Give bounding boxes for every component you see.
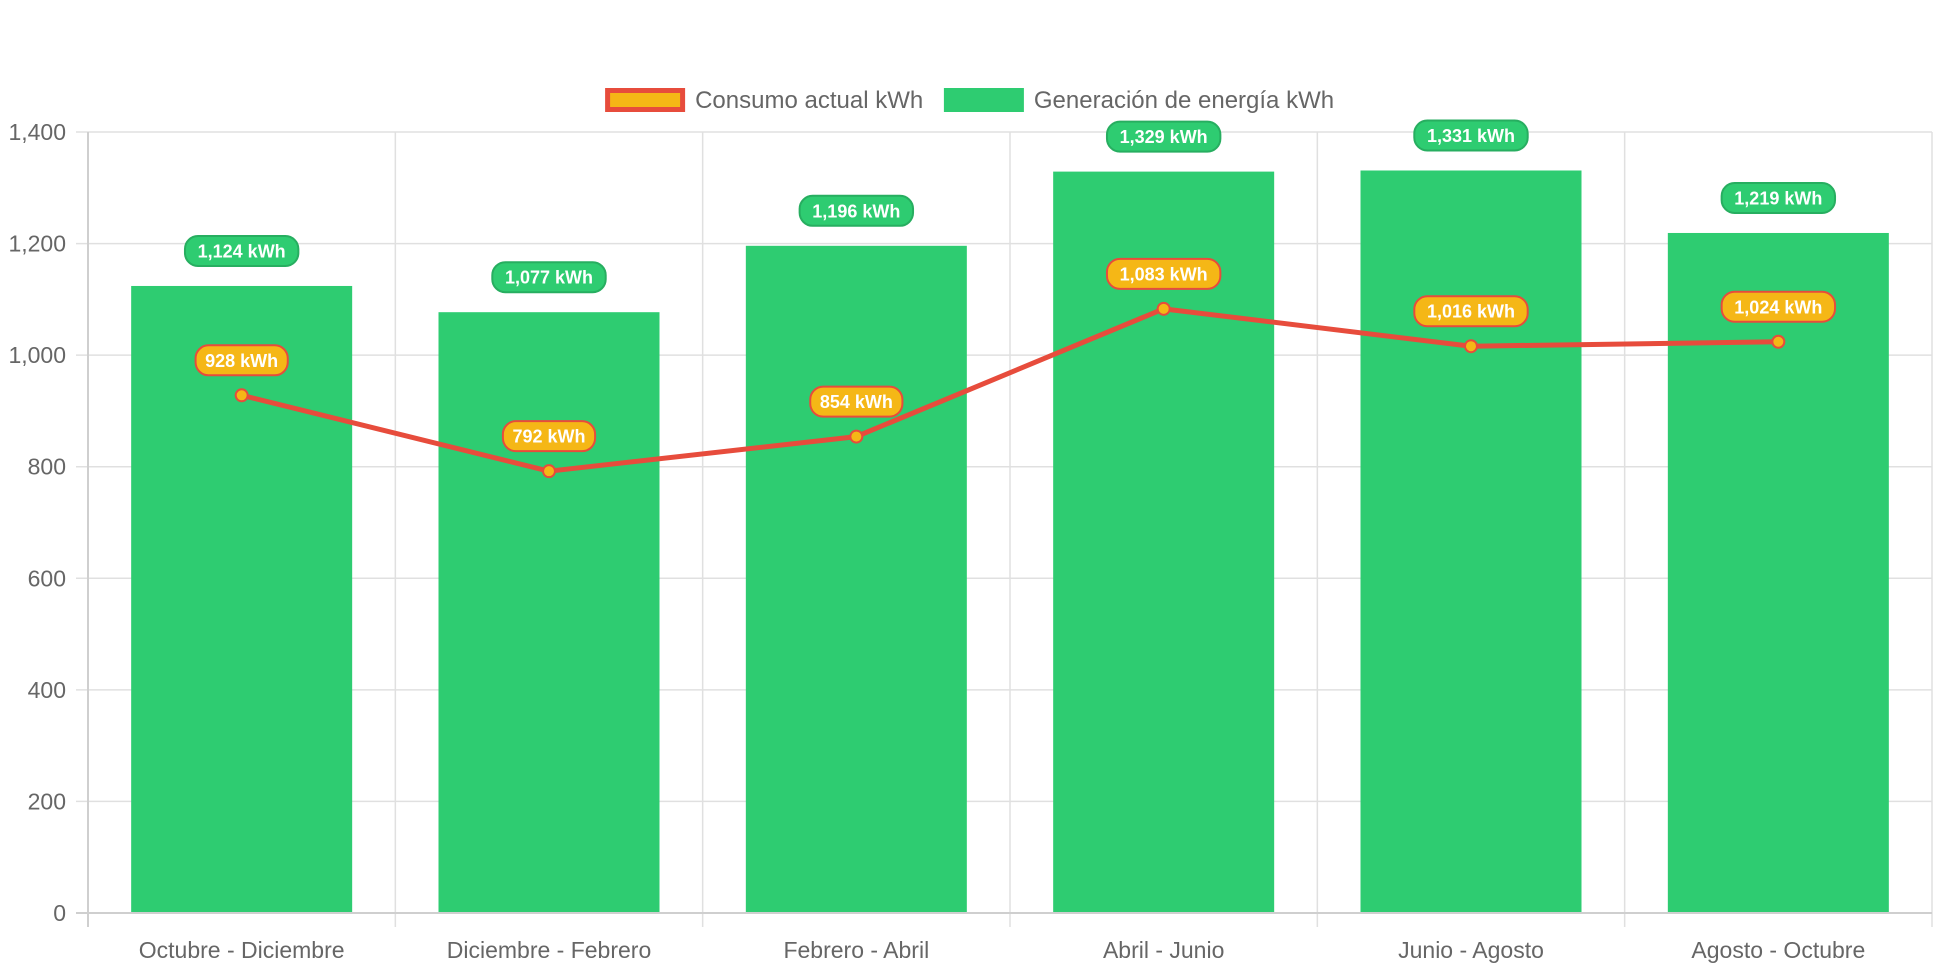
x-tick-label: Diciembre - Febrero: [447, 937, 652, 963]
line-data-label-text: 928 kWh: [205, 351, 278, 371]
x-tick-label: Octubre - Diciembre: [139, 937, 345, 963]
line-data-label: 1,083 kWh: [1105, 257, 1222, 290]
bar-data-label-text: 1,196 kWh: [812, 201, 900, 221]
legend-label: Consumo actual kWh: [695, 87, 923, 114]
y-tick-label: 1,400: [8, 119, 66, 145]
bar-data-label: 1,077 kWh: [491, 261, 607, 294]
bar-data-label-text: 1,124 kWh: [198, 241, 286, 261]
bar-layer: [131, 170, 1889, 914]
bar-data-label-text: 1,329 kWh: [1120, 127, 1208, 147]
legend-swatch: [605, 88, 686, 112]
legend-item-generacion[interactable]: Generación de energía kWh: [943, 87, 1334, 114]
line-layer: [234, 301, 1786, 479]
line-data-label-bg: [809, 385, 904, 418]
bar-data-label: 1,331 kWh: [1413, 119, 1529, 152]
bar-data-label-text: 1,077 kWh: [505, 268, 593, 288]
legend[interactable]: Consumo actual kWh Generación de energía …: [605, 87, 1334, 114]
line-data-label: 854 kWh: [809, 385, 904, 418]
bar-generacion[interactable]: [1053, 171, 1275, 914]
bar-generacion[interactable]: [438, 312, 660, 913]
x-tick-label: Abril - Junio: [1103, 937, 1224, 963]
bar-data-label-bg: [1413, 119, 1529, 152]
y-tick-label: 1,000: [8, 342, 66, 368]
y-tick-label: 1,200: [8, 231, 66, 257]
bar-generacion[interactable]: [745, 245, 967, 913]
bar-generacion[interactable]: [131, 285, 353, 913]
line-data-label-text: 792 kWh: [512, 427, 585, 447]
y-tick-label: 200: [28, 788, 66, 814]
grid-layer: [76, 131, 1933, 927]
line-data-label: 928 kWh: [194, 344, 289, 377]
line-data-label-bg: [1413, 295, 1529, 328]
line-data-label: 1,016 kWh: [1413, 295, 1529, 328]
bar-data-label-bg: [1720, 181, 1837, 214]
line-data-label-bg: [1105, 257, 1222, 290]
line-data-label: 1,024 kWh: [1720, 290, 1837, 323]
y-tick-label: 800: [28, 454, 66, 480]
bar-data-label-text: 1,219 kWh: [1734, 188, 1822, 208]
bar-data-label: 1,196 kWh: [798, 194, 915, 227]
line-data-label-bg: [194, 344, 289, 377]
line-data-label-text: 854 kWh: [820, 392, 893, 412]
line-data-label-text: 1,083 kWh: [1120, 264, 1208, 284]
bar-data-label-bg: [183, 234, 300, 267]
bar-data-label: 1,124 kWh: [183, 234, 300, 267]
point-consumo[interactable]: [234, 388, 249, 403]
point-consumo[interactable]: [1156, 301, 1171, 316]
point-consumo[interactable]: [1771, 334, 1786, 349]
line-consumo: [241, 306, 1779, 474]
legend-swatch: [943, 88, 1024, 112]
line-data-label: 792 kWh: [501, 420, 597, 453]
x-tick-label: Febrero - Abril: [783, 937, 929, 963]
line-data-label-text: 1,024 kWh: [1734, 297, 1822, 317]
bar-data-label-bg: [1105, 120, 1222, 153]
legend-item-consumo[interactable]: Consumo actual kWh: [605, 87, 924, 114]
legend-label: Generación de energía kWh: [1034, 87, 1334, 114]
x-tick-label: Junio - Agosto: [1398, 937, 1544, 963]
axis-layer: 0 200 400 600 800 1,000 1,200 1,400 Octubre - Di…: [8, 119, 1932, 963]
bar-data-label-text: 1,331 kWh: [1427, 126, 1515, 146]
bar-data-label-bg: [798, 194, 915, 227]
line-data-label-bg: [1720, 290, 1837, 323]
point-consumo[interactable]: [849, 429, 864, 444]
x-tick-label: Agosto - Octubre: [1691, 937, 1865, 963]
y-tick-label: 0: [53, 900, 66, 926]
line-data-label-text: 1,016 kWh: [1427, 302, 1515, 322]
point-consumo[interactable]: [542, 464, 556, 479]
y-tick-label: 400: [28, 677, 66, 703]
y-tick-label: 600: [28, 565, 66, 591]
bar-data-label: 1,329 kWh: [1105, 120, 1222, 153]
bar-data-label: 1,219 kWh: [1720, 181, 1837, 214]
data-label-layer: 1,124 kWh 1,077 kWh 1,196 kWh 1,329 kWh 1,33…: [183, 119, 1837, 453]
line-data-label-bg: [501, 420, 597, 453]
point-consumo[interactable]: [1464, 339, 1478, 354]
bar-generacion[interactable]: [1360, 170, 1582, 914]
bar-data-label-bg: [491, 261, 607, 294]
